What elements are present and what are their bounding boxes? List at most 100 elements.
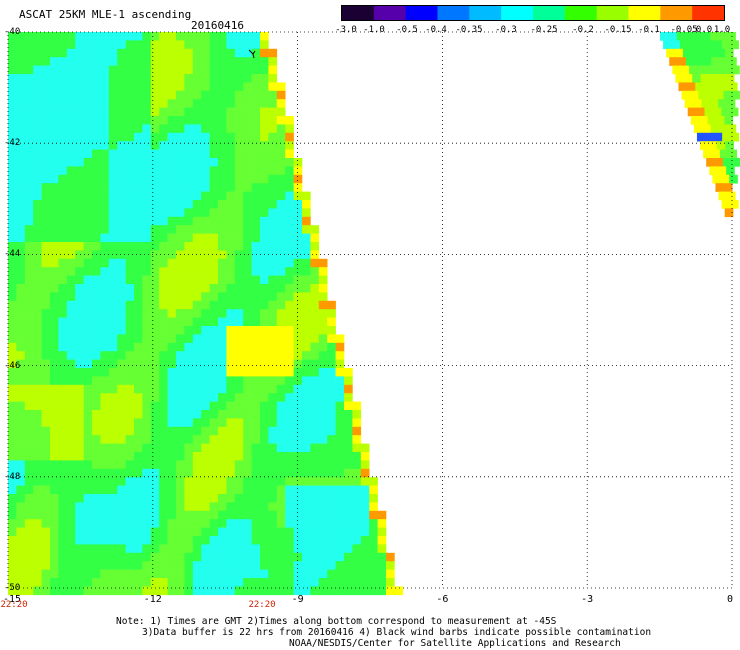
swath-cell [142, 435, 152, 444]
swath-cell [41, 477, 51, 486]
swath-cell [50, 57, 59, 66]
swath-cell [75, 578, 84, 587]
swath-cell [369, 477, 378, 486]
swath-cell [75, 74, 84, 83]
swath-cell [310, 300, 320, 310]
swath-cell [192, 376, 202, 386]
swath-cell [352, 494, 362, 503]
swath-cell [125, 393, 135, 402]
swath-cell [50, 300, 59, 310]
swath-cell [201, 418, 210, 428]
swath-cell [125, 258, 135, 268]
swath-cell [251, 183, 261, 192]
swath-cell [310, 384, 320, 394]
swath-cell [293, 569, 303, 579]
swath-cell [201, 183, 210, 192]
swath-cell [75, 48, 84, 58]
swath-cell [125, 183, 135, 192]
swath-cell [24, 309, 34, 318]
swath-cell [92, 384, 101, 394]
swath-cell [125, 191, 135, 201]
swath-cell [260, 191, 269, 201]
swath-cell [310, 452, 320, 461]
swath-cell [167, 292, 177, 302]
swath-cell [167, 82, 177, 92]
swath-cell [33, 267, 42, 276]
swath-cell [268, 519, 278, 528]
swath-cell [710, 124, 720, 134]
swath-cell [285, 124, 294, 134]
swath-cell [352, 561, 362, 570]
swath-cell [192, 443, 202, 453]
swath-cell [58, 351, 68, 360]
swath-cell [234, 141, 244, 150]
swath-cell [260, 225, 269, 234]
swath-cell [83, 368, 93, 377]
swath-cell [108, 384, 118, 394]
swath-cell [725, 74, 735, 83]
swath-cell [134, 401, 143, 411]
swath-cell [117, 174, 126, 184]
swath-cell [302, 309, 311, 318]
lat-tick-label: -46 [4, 360, 21, 371]
swath-cell [100, 527, 110, 537]
swath-cell [192, 410, 202, 419]
swath-cell [268, 502, 278, 512]
swath-cell [209, 284, 219, 293]
colorbar-tick-label: -0.3 [495, 25, 517, 35]
swath-cell [24, 326, 34, 335]
swath-cell [268, 309, 278, 318]
swath-cell [201, 284, 210, 293]
swath-cell [16, 233, 26, 243]
swath-cell [83, 536, 93, 545]
swath-cell [218, 191, 227, 201]
swath-cell [117, 410, 126, 419]
swath-cell [226, 384, 236, 394]
swath-cell [176, 552, 185, 562]
swath-cell [92, 519, 101, 528]
swath-cell [8, 510, 17, 520]
swath-cell [268, 275, 278, 285]
lat-tick-label: -48 [4, 471, 21, 482]
swath-cell [142, 376, 152, 386]
swath-cell [176, 443, 185, 453]
swath-cell [58, 426, 68, 436]
swath-cell [268, 334, 278, 344]
swath-cell [184, 561, 194, 570]
swath-cell [218, 502, 227, 512]
swath-cell [201, 384, 210, 394]
swath-cell [192, 494, 202, 503]
swath-cell [150, 158, 160, 167]
swath-cell [8, 401, 17, 411]
swath-cell [92, 368, 101, 377]
swath-cell [125, 359, 135, 369]
swath-cell [310, 426, 320, 436]
swath-cell [125, 141, 135, 150]
swath-cell [150, 452, 160, 461]
swath-cell [83, 494, 93, 503]
swath-cell [8, 410, 17, 419]
swath-cell [360, 460, 370, 470]
swath-cell [260, 578, 269, 587]
swath-cell [134, 124, 143, 134]
swath-cell [83, 401, 93, 411]
swath-cell [251, 418, 261, 428]
swath-cell [66, 82, 76, 92]
swath-cell [251, 569, 261, 579]
swath-cell [268, 468, 278, 478]
swath-cell [134, 216, 143, 226]
swath-cell [218, 334, 227, 344]
swath-cell [184, 468, 194, 478]
swath-cell [117, 116, 126, 125]
swath-cell [92, 216, 101, 226]
colorbar-tick-label: -0.25 [530, 25, 558, 35]
swath-cell [226, 376, 236, 386]
swath-cell [201, 401, 210, 411]
swath-cell [83, 242, 93, 251]
swath-cell [192, 359, 202, 369]
swath-cell [226, 468, 236, 478]
swath-cell [268, 359, 278, 369]
swath-cell [75, 158, 84, 167]
swath-cell [100, 544, 110, 554]
swath-cell [8, 82, 17, 92]
